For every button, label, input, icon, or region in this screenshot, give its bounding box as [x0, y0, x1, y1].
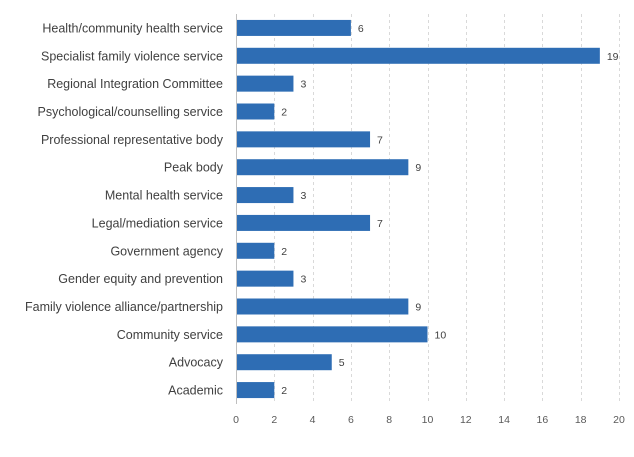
data-label: 10: [435, 329, 447, 341]
bar: [237, 270, 294, 287]
x-tick-label: 10: [422, 414, 434, 426]
bar: [237, 382, 275, 399]
category-label: Community service: [117, 328, 223, 342]
x-tick-label: 14: [498, 414, 510, 426]
x-axis-tick-labels: 0 2 4 6 8 10 12 14 16 18 20: [233, 414, 625, 426]
gridlines: [274, 14, 620, 404]
category-label: Mental health service: [105, 189, 223, 203]
x-tick-label: 18: [575, 414, 587, 426]
data-label: 3: [300, 190, 306, 202]
x-tick-label: 16: [537, 414, 549, 426]
category-label: Academic: [168, 384, 223, 398]
data-label: 2: [281, 246, 287, 258]
category-label: Family violence alliance/partnership: [25, 300, 223, 314]
category-label: Government agency: [110, 244, 223, 258]
x-tick-label: 4: [310, 414, 316, 426]
data-label: 3: [300, 79, 306, 91]
category-label: Psychological/counselling service: [37, 105, 223, 119]
bar: [237, 242, 275, 259]
bar: [237, 214, 371, 231]
category-label: Legal/mediation service: [92, 216, 223, 230]
category-label: Gender equity and prevention: [58, 272, 223, 286]
bar: [237, 326, 428, 343]
data-label: 2: [281, 107, 287, 119]
category-label: Advocacy: [169, 356, 224, 370]
data-label: 19: [607, 51, 619, 63]
bar: [237, 103, 275, 120]
bar: [237, 131, 371, 148]
category-label: Regional Integration Committee: [47, 77, 223, 91]
data-label: 5: [339, 357, 345, 369]
data-label: 6: [358, 23, 364, 35]
category-label: Professional representative body: [41, 133, 224, 147]
x-tick-label: 0: [233, 414, 239, 426]
data-label: 7: [377, 134, 383, 146]
data-label: 7: [377, 218, 383, 230]
bar: [237, 187, 294, 204]
data-label: 2: [281, 385, 287, 397]
data-label: 9: [415, 162, 421, 174]
bar: [237, 159, 409, 176]
bar: [237, 298, 409, 315]
data-label: 3: [300, 274, 306, 286]
category-label: Peak body: [164, 161, 224, 175]
category-labels: Health/community health service Specialis…: [25, 21, 224, 397]
category-label: Health/community health service: [42, 21, 223, 35]
x-tick-label: 6: [348, 414, 354, 426]
x-tick-label: 8: [386, 414, 392, 426]
category-label: Specialist family violence service: [41, 49, 223, 63]
data-label: 9: [415, 302, 421, 314]
bar: [237, 47, 600, 64]
x-tick-label: 20: [613, 414, 625, 426]
x-tick-label: 12: [460, 414, 472, 426]
bar: [237, 354, 332, 371]
bar: [237, 75, 294, 92]
bars: [237, 19, 600, 399]
x-tick-label: 2: [271, 414, 277, 426]
bar: [237, 19, 351, 36]
